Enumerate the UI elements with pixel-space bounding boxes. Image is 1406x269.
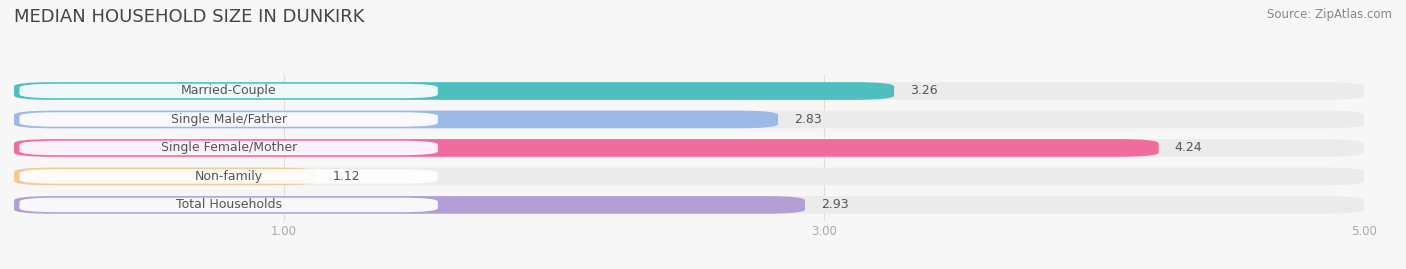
FancyBboxPatch shape [14, 82, 894, 100]
FancyBboxPatch shape [20, 169, 437, 184]
Text: 4.24: 4.24 [1175, 141, 1202, 154]
FancyBboxPatch shape [14, 139, 1159, 157]
Text: Non-family: Non-family [194, 170, 263, 183]
Text: 2.83: 2.83 [794, 113, 823, 126]
FancyBboxPatch shape [20, 112, 437, 127]
FancyBboxPatch shape [14, 196, 1364, 214]
FancyBboxPatch shape [14, 196, 806, 214]
Text: Married-Couple: Married-Couple [181, 84, 277, 97]
Text: 1.12: 1.12 [333, 170, 360, 183]
Text: 2.93: 2.93 [821, 199, 849, 211]
Text: 3.26: 3.26 [910, 84, 938, 97]
Text: MEDIAN HOUSEHOLD SIZE IN DUNKIRK: MEDIAN HOUSEHOLD SIZE IN DUNKIRK [14, 8, 364, 26]
FancyBboxPatch shape [20, 141, 437, 155]
FancyBboxPatch shape [20, 198, 437, 212]
FancyBboxPatch shape [14, 139, 1364, 157]
Text: Total Households: Total Households [176, 199, 281, 211]
FancyBboxPatch shape [14, 111, 778, 128]
Text: Single Female/Mother: Single Female/Mother [160, 141, 297, 154]
FancyBboxPatch shape [14, 111, 1364, 128]
FancyBboxPatch shape [14, 168, 316, 185]
FancyBboxPatch shape [20, 84, 437, 98]
Text: Single Male/Father: Single Male/Father [170, 113, 287, 126]
Text: Source: ZipAtlas.com: Source: ZipAtlas.com [1267, 8, 1392, 21]
FancyBboxPatch shape [14, 168, 1364, 185]
FancyBboxPatch shape [14, 82, 1364, 100]
